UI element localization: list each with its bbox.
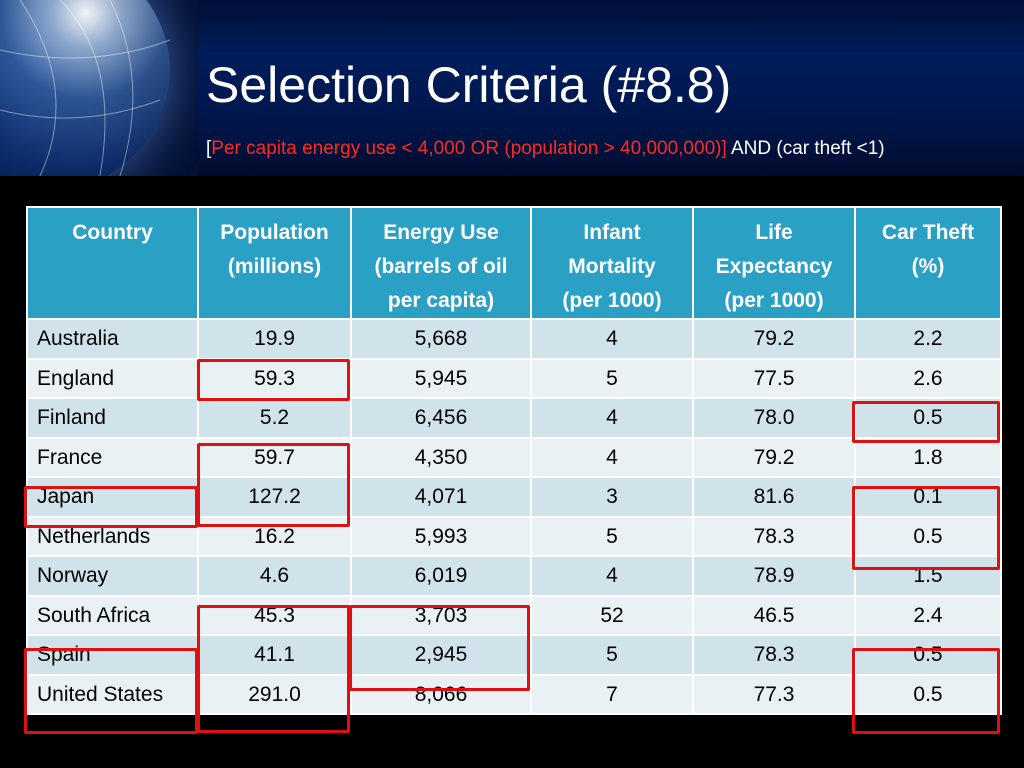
highlight-theft-finland: [852, 401, 1000, 443]
country-cell: Finland: [26, 397, 199, 439]
highlight-country-spain-us: [24, 648, 198, 734]
subtitle-bracket: [: [206, 138, 212, 159]
table-row: Australia 19.9 5,668 4 79.2 2.2: [26, 318, 1002, 360]
country-cell: Australia: [26, 318, 199, 360]
column-header-energy-use: Energy Use (barrels of oil per capita): [350, 206, 532, 320]
highlight-population-france-japan: [197, 443, 350, 527]
highlight-population-england: [197, 359, 350, 401]
population-cell: 59.3: [197, 357, 352, 399]
country-cell: France: [26, 436, 199, 478]
energy-cell: 5,945: [350, 357, 532, 399]
column-header-car-theft: Car Theft (%): [854, 206, 1002, 320]
highlight-theft-spain-us: [852, 648, 1000, 734]
column-header-life-expectancy: Life Expectancy (per 1000): [692, 206, 856, 320]
car-theft-cell: 0.5: [854, 515, 1002, 557]
car-theft-cell: 2.6: [854, 357, 1002, 399]
population-cell: 127.2: [197, 476, 352, 518]
energy-cell: 4,350: [350, 436, 532, 478]
life-expectancy-cell: 77.3: [692, 673, 856, 715]
infant-mortality-cell: 4: [530, 397, 694, 439]
globe-grid-icon: [0, 0, 171, 176]
table-row: Netherlands 16.2 5,993 5 78.3 0.5: [26, 515, 1002, 557]
globe-image: [0, 0, 198, 176]
infant-mortality-cell: 5: [530, 634, 694, 676]
country-cell: Norway: [26, 555, 199, 597]
energy-cell: 5,668: [350, 318, 532, 360]
highlight-theft-japan-netherlands: [852, 486, 1000, 570]
infant-mortality-cell: 5: [530, 357, 694, 399]
life-expectancy-cell: 46.5: [692, 594, 856, 636]
population-cell: 45.3: [197, 594, 352, 636]
country-cell: Spain: [26, 634, 199, 676]
infant-mortality-cell: 5: [530, 515, 694, 557]
life-expectancy-cell: 78.3: [692, 515, 856, 557]
car-theft-cell: 1.5: [854, 555, 1002, 597]
car-theft-cell: 2.4: [854, 594, 1002, 636]
car-theft-cell: 0.1: [854, 476, 1002, 518]
infant-mortality-cell: 4: [530, 318, 694, 360]
column-header-population: Population (millions): [197, 206, 352, 320]
life-expectancy-cell: 81.6: [692, 476, 856, 518]
table-row: Spain 41.1 2,945 5 78.3 0.5: [26, 634, 1002, 676]
country-cell: Japan: [26, 476, 199, 518]
slide-header: Selection Criteria (#8.8) [Per capita en…: [0, 0, 1024, 176]
table-row: Finland 5.2 6,456 4 78.0 0.5: [26, 397, 1002, 439]
population-cell: 4.6: [197, 555, 352, 597]
infant-mortality-cell: 52: [530, 594, 694, 636]
infant-mortality-cell: 4: [530, 436, 694, 478]
life-expectancy-cell: 77.5: [692, 357, 856, 399]
life-expectancy-cell: 79.2: [692, 436, 856, 478]
population-cell: 291.0: [197, 673, 352, 715]
highlight-energy-southafrica-spain: [349, 605, 530, 691]
population-cell: 16.2: [197, 515, 352, 557]
energy-cell: 2,945: [350, 634, 532, 676]
slide-title: Selection Criteria (#8.8): [206, 57, 732, 113]
table-row: United States 291.0 8,066 7 77.3 0.5: [26, 673, 1002, 715]
infant-mortality-cell: 3: [530, 476, 694, 518]
car-theft-cell: 1.8: [854, 436, 1002, 478]
highlight-population-southafrica-us: [197, 605, 350, 733]
energy-cell: 8,066: [350, 673, 532, 715]
country-cell: Netherlands: [26, 515, 199, 557]
country-cell: England: [26, 357, 199, 399]
subtitle-criteria-red: Per capita energy use < 4,000 OR (popula…: [211, 138, 727, 159]
energy-cell: 6,019: [350, 555, 532, 597]
country-cell: South Africa: [26, 594, 199, 636]
energy-cell: 6,456: [350, 397, 532, 439]
column-header-infant-mortality: Infant Mortality (per 1000): [530, 206, 694, 320]
life-expectancy-cell: 78.3: [692, 634, 856, 676]
population-cell: 41.1: [197, 634, 352, 676]
energy-cell: 4,071: [350, 476, 532, 518]
population-cell: 19.9: [197, 318, 352, 360]
slide-subtitle: [Per capita energy use < 4,000 OR (popul…: [206, 138, 885, 160]
population-cell: 5.2: [197, 397, 352, 439]
column-header-country: Country: [26, 206, 199, 320]
life-expectancy-cell: 79.2: [692, 318, 856, 360]
table-row: Norway 4.6 6,019 4 78.9 1.5: [26, 555, 1002, 597]
subtitle-criteria-rest: AND (car theft <1): [726, 138, 885, 159]
life-expectancy-cell: 78.0: [692, 397, 856, 439]
car-theft-cell: 0.5: [854, 673, 1002, 715]
infant-mortality-cell: 7: [530, 673, 694, 715]
table-row: France 59.7 4,350 4 79.2 1.8: [26, 436, 1002, 478]
energy-cell: 5,993: [350, 515, 532, 557]
table-row: England 59.3 5,945 5 77.5 2.6: [26, 357, 1002, 399]
table-header-row: Country Population (millions) Energy Use(…: [26, 206, 1002, 320]
table-row: South Africa 45.3 3,703 52 46.5 2.4: [26, 594, 1002, 636]
country-data-table: Country Population (millions) Energy Use(…: [26, 206, 1002, 715]
highlight-country-japan: [24, 486, 198, 528]
infant-mortality-cell: 4: [530, 555, 694, 597]
table-row: Japan 127.2 4,071 3 81.6 0.1: [26, 476, 1002, 518]
country-cell: United States: [26, 673, 199, 715]
energy-cell: 3,703: [350, 594, 532, 636]
car-theft-cell: 2.2: [854, 318, 1002, 360]
car-theft-cell: 0.5: [854, 634, 1002, 676]
life-expectancy-cell: 78.9: [692, 555, 856, 597]
